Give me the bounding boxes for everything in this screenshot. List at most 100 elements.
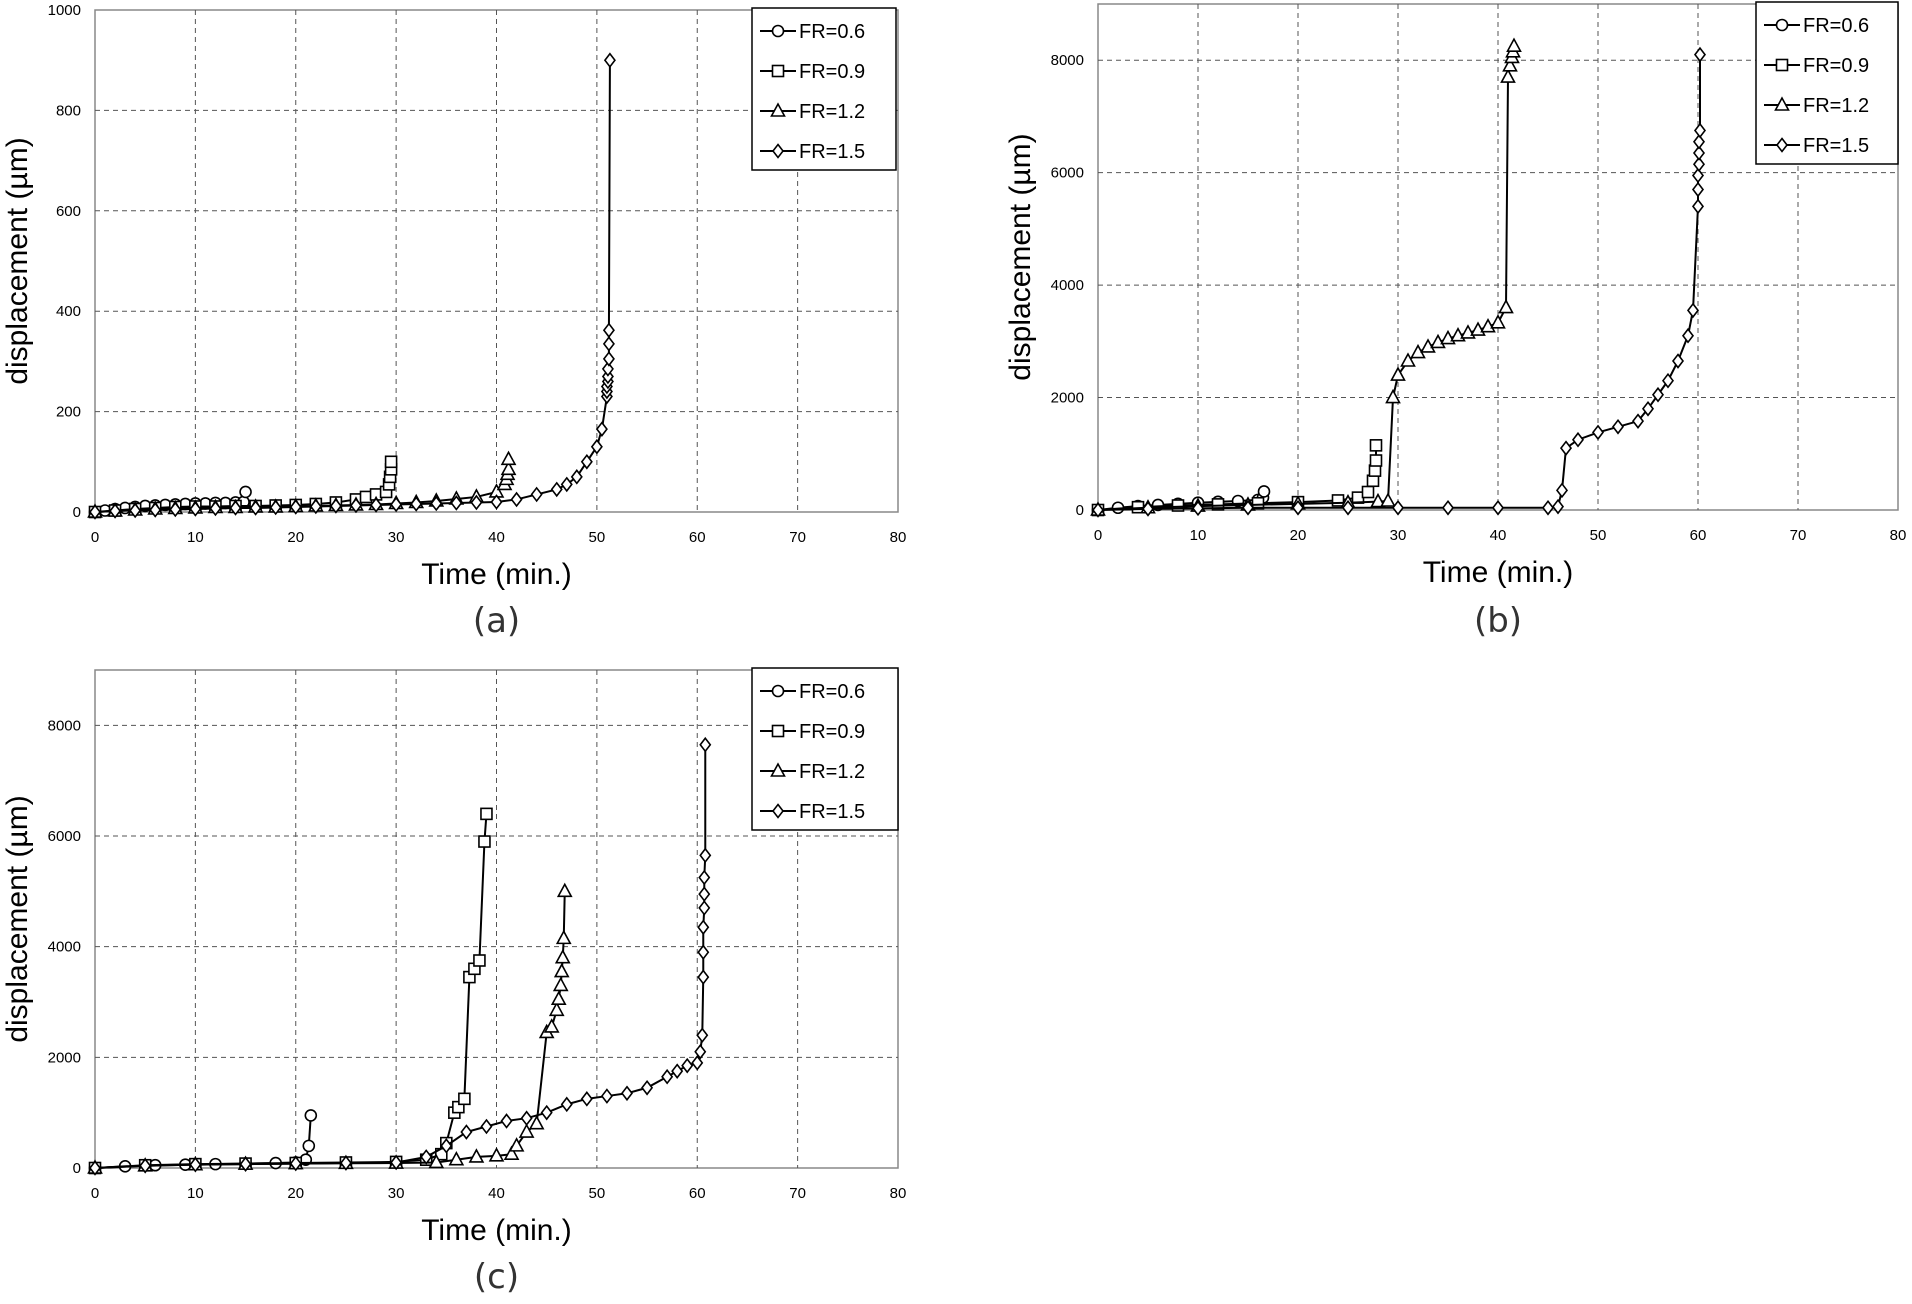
data-point: [600, 1088, 613, 1104]
data-point: [1671, 353, 1685, 369]
legend-marker: [771, 684, 785, 698]
data-point: [1681, 327, 1695, 344]
data-point: [390, 1154, 403, 1171]
data-point: [448, 1151, 465, 1166]
data-point: [189, 501, 202, 517]
legend: FR=0.6 FR=0.9 FR=1.2 FR=1.5: [751, 667, 899, 831]
x-tick-label: 50: [1590, 527, 1607, 544]
series-diamond: [88, 52, 616, 520]
y-tick-label: 2000: [1051, 390, 1084, 407]
data-point: [1686, 302, 1700, 319]
data-point: [450, 495, 463, 511]
panel-caption: (b): [1474, 601, 1522, 641]
data-point: [1661, 372, 1675, 389]
data-point: [420, 1149, 433, 1165]
data-point: [88, 1160, 102, 1176]
x-tick-label: 30: [388, 1185, 405, 1202]
data-point: [603, 52, 616, 69]
data-point: [349, 497, 362, 514]
legend-label: FR=1.5: [1803, 135, 1869, 157]
legend-marker: [1775, 137, 1789, 153]
legend-label: FR=0.9: [799, 721, 865, 743]
data-point: [1331, 494, 1345, 507]
data-point: [503, 1145, 520, 1160]
data-point: [520, 1110, 533, 1127]
data-point: [556, 882, 573, 898]
data-point: [428, 1153, 445, 1169]
data-point: [209, 500, 222, 517]
panel-caption: (c): [474, 1257, 519, 1297]
x-tick-label: 30: [388, 529, 405, 546]
data-point: [508, 1137, 525, 1152]
chart-panel-1: 0 10 20 30 40 50 60 70 80 0 2000 4000 6000 8000 Time (…: [1004, 1, 1906, 641]
y-tick-label: 0: [73, 504, 81, 521]
data-point: [488, 1147, 505, 1162]
y-tick-label: 0: [73, 1160, 81, 1177]
y-tick-label: 800: [56, 102, 81, 119]
legend-marker: [770, 762, 786, 777]
data-point: [602, 351, 615, 367]
legend-label: FR=1.5: [799, 801, 865, 823]
data-point: [671, 1063, 684, 1079]
panel-caption: (a): [473, 601, 520, 641]
legend-marker: [1774, 96, 1790, 111]
x-tick-label: 30: [1390, 527, 1407, 544]
data-point: [473, 954, 486, 967]
y-axis-title: displacement (µm): [1, 795, 34, 1042]
legend-marker: [770, 102, 786, 117]
data-point: [555, 929, 572, 945]
data-point: [1555, 482, 1569, 499]
data-point: [696, 1027, 709, 1044]
data-point: [601, 361, 614, 377]
x-tick-label: 60: [1690, 527, 1707, 544]
data-point: [410, 496, 423, 512]
data-point: [698, 886, 711, 902]
data-point: [1441, 499, 1455, 516]
x-tick-label: 80: [890, 1185, 907, 1202]
data-point: [552, 976, 569, 992]
data-point: [1251, 496, 1265, 510]
y-tick-label: 0: [1076, 502, 1084, 519]
data-point: [458, 1092, 471, 1106]
x-tick-label: 20: [287, 1185, 304, 1202]
data-point: [580, 453, 593, 470]
x-axis-title: Time (min.): [421, 1214, 572, 1247]
data-point: [681, 1057, 694, 1074]
data-point: [1391, 499, 1405, 516]
data-point: [1369, 439, 1383, 452]
data-point: [339, 1155, 352, 1171]
data-point: [139, 1157, 152, 1174]
x-tick-label: 0: [1094, 527, 1102, 544]
y-tick-label: 4000: [48, 939, 81, 956]
y-tick-label: 6000: [1051, 165, 1084, 182]
data-point: [1171, 499, 1185, 512]
data-point: [384, 455, 398, 469]
data-point: [1380, 492, 1396, 507]
chart-panel-2: 0 10 20 30 40 50 60 70 80 0 2000 4000 6000 8000 Time (…: [1, 667, 907, 1297]
y-tick-label: 8000: [48, 717, 81, 734]
data-point: [697, 969, 710, 985]
data-point: [580, 1091, 593, 1107]
data-point: [289, 499, 302, 515]
legend-label: FR=0.6: [1803, 15, 1869, 37]
data-point: [390, 496, 403, 513]
data-point: [490, 494, 503, 510]
data-point: [1141, 501, 1155, 517]
data-point: [1641, 400, 1655, 417]
data-point: [1693, 46, 1707, 63]
x-tick-label: 10: [1190, 527, 1207, 544]
data-point: [1400, 352, 1416, 367]
data-point: [602, 322, 615, 339]
data-point: [510, 491, 523, 508]
data-point: [1591, 424, 1605, 441]
data-point: [239, 485, 252, 499]
data-point: [329, 498, 342, 514]
data-point: [550, 990, 567, 1006]
data-point: [500, 1113, 513, 1129]
data-point: [553, 962, 570, 978]
data-point: [1691, 198, 1705, 215]
x-tick-label: 20: [287, 529, 304, 546]
data-point: [1341, 499, 1355, 516]
data-point: [129, 502, 142, 519]
